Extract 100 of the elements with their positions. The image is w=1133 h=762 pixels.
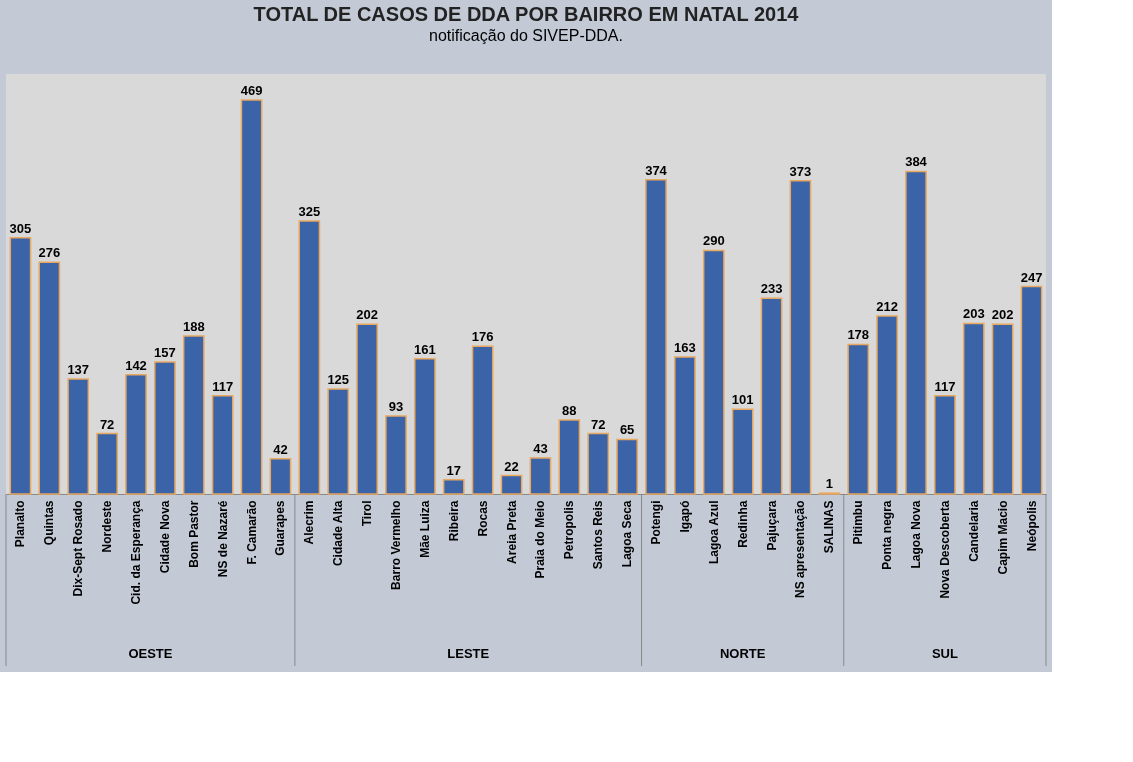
data-label: 276 (38, 245, 61, 261)
x-tick-label: Neópolis (1024, 500, 1039, 552)
data-label: 384 (905, 154, 928, 170)
bar (154, 361, 176, 495)
data-label: 163 (674, 340, 696, 356)
x-tick-label: Petropolis (562, 500, 577, 560)
x-tick-label: Lagoa Nova (909, 500, 923, 569)
bar (38, 261, 61, 495)
x-tick-label: Areia Preta (504, 500, 519, 564)
data-label: 42 (273, 441, 288, 457)
data-label: 176 (471, 329, 494, 345)
data-label: 247 (1020, 269, 1043, 285)
data-label: 142 (125, 357, 147, 373)
x-tick-label: Nova Descoberta (937, 500, 952, 599)
x-tick-label: Ponta negra (880, 500, 895, 570)
x-tick-label: Rocas (475, 500, 490, 537)
x-tick-label: Planalto (13, 500, 28, 548)
x-tick-label: Dix-Sept Rosado (71, 500, 86, 597)
x-tick-label: SALINAS (822, 500, 837, 554)
bar (1020, 285, 1043, 495)
bar (905, 170, 927, 495)
text: notificação do SIVEP-DDA. (429, 27, 623, 44)
x-tick-label: Nordeste (100, 500, 115, 553)
data-label: 72 (99, 416, 115, 432)
x-tick-label: Pitimbu (851, 500, 866, 545)
data-label: 374 (645, 162, 668, 178)
bar (356, 323, 378, 495)
x-tick-label: Praia do Meio (533, 500, 548, 579)
x-tick-label: Cidade Alta (331, 500, 346, 567)
data-label: 188 (182, 319, 205, 335)
data-label: 202 (991, 307, 1014, 323)
x-tick-label: Pajuçara (764, 500, 779, 551)
bar (67, 378, 90, 495)
bar (96, 432, 118, 495)
bar (125, 373, 147, 495)
bar (760, 297, 783, 495)
x-tick-label: Lagoa Azul (706, 500, 721, 565)
x-tick-label: Redinha (735, 500, 750, 548)
data-label: 305 (9, 220, 32, 236)
x-tick-label: NS de Nazaré (215, 500, 230, 578)
bar (674, 356, 696, 495)
bar (385, 415, 407, 495)
data-label: 202 (356, 307, 378, 323)
data-label: 1 (825, 476, 833, 492)
bar (616, 438, 638, 495)
bar (876, 315, 898, 495)
data-label: 117 (934, 378, 956, 394)
data-label: 65 (619, 422, 635, 438)
bar (847, 343, 870, 495)
data-label: 212 (876, 298, 898, 314)
data-label: 161 (414, 341, 436, 357)
bar (269, 457, 292, 495)
x-tick-label: Cidade Nova (157, 500, 172, 574)
x-tick-label: Guarapes (273, 500, 288, 556)
x-tick-label: Igapó (677, 500, 692, 533)
x-tick-label: NS apresentação (793, 500, 808, 598)
data-label: 233 (760, 281, 783, 297)
bar (500, 474, 523, 495)
data-label: 72 (590, 416, 606, 432)
text: SUL (931, 646, 958, 661)
bar (587, 432, 610, 495)
bar (731, 408, 754, 495)
chart-title: TOTAL DE CASOS DE DDA POR BAIRRO EM NATAL 2014 (253, 3, 800, 25)
data-label: 290 (702, 233, 725, 249)
bar (471, 345, 494, 495)
x-tick-label: Capim Macio (995, 500, 1010, 575)
bar (529, 457, 552, 495)
bar (240, 99, 263, 495)
bar (991, 323, 1014, 495)
data-label: 373 (789, 163, 812, 179)
data-label: 43 (533, 440, 548, 456)
x-tick-label: Tirol (360, 500, 375, 527)
data-label: 93 (388, 398, 404, 414)
bar (442, 478, 465, 495)
x-tick-label: Cid. da Esperança (129, 500, 143, 605)
data-label: 137 (67, 361, 90, 377)
bar (414, 358, 436, 495)
bar (211, 394, 234, 495)
bar (327, 388, 350, 495)
x-tick-label: Santos Reis (591, 500, 606, 570)
data-label: 157 (154, 345, 176, 361)
x-tick-label: Candelaria (966, 500, 981, 562)
bar (298, 220, 321, 495)
data-label: 325 (298, 204, 321, 219)
x-tick-label: F. Camarão (244, 500, 259, 565)
data-label: 203 (962, 306, 985, 322)
data-label: 88 (562, 403, 577, 419)
x-tick-label: Potengi (649, 500, 663, 545)
bar (645, 179, 667, 495)
data-label: 22 (504, 458, 519, 474)
data-label: 117 (212, 378, 234, 394)
x-tick-label: Mãe Luiza (417, 500, 432, 558)
bar (9, 237, 32, 495)
bar (558, 419, 581, 495)
text: LESTE (447, 646, 490, 661)
data-label: 101 (731, 392, 754, 408)
bar (182, 335, 205, 495)
data-label: 125 (327, 372, 350, 387)
bar (789, 179, 812, 495)
data-label: 469 (240, 83, 263, 99)
